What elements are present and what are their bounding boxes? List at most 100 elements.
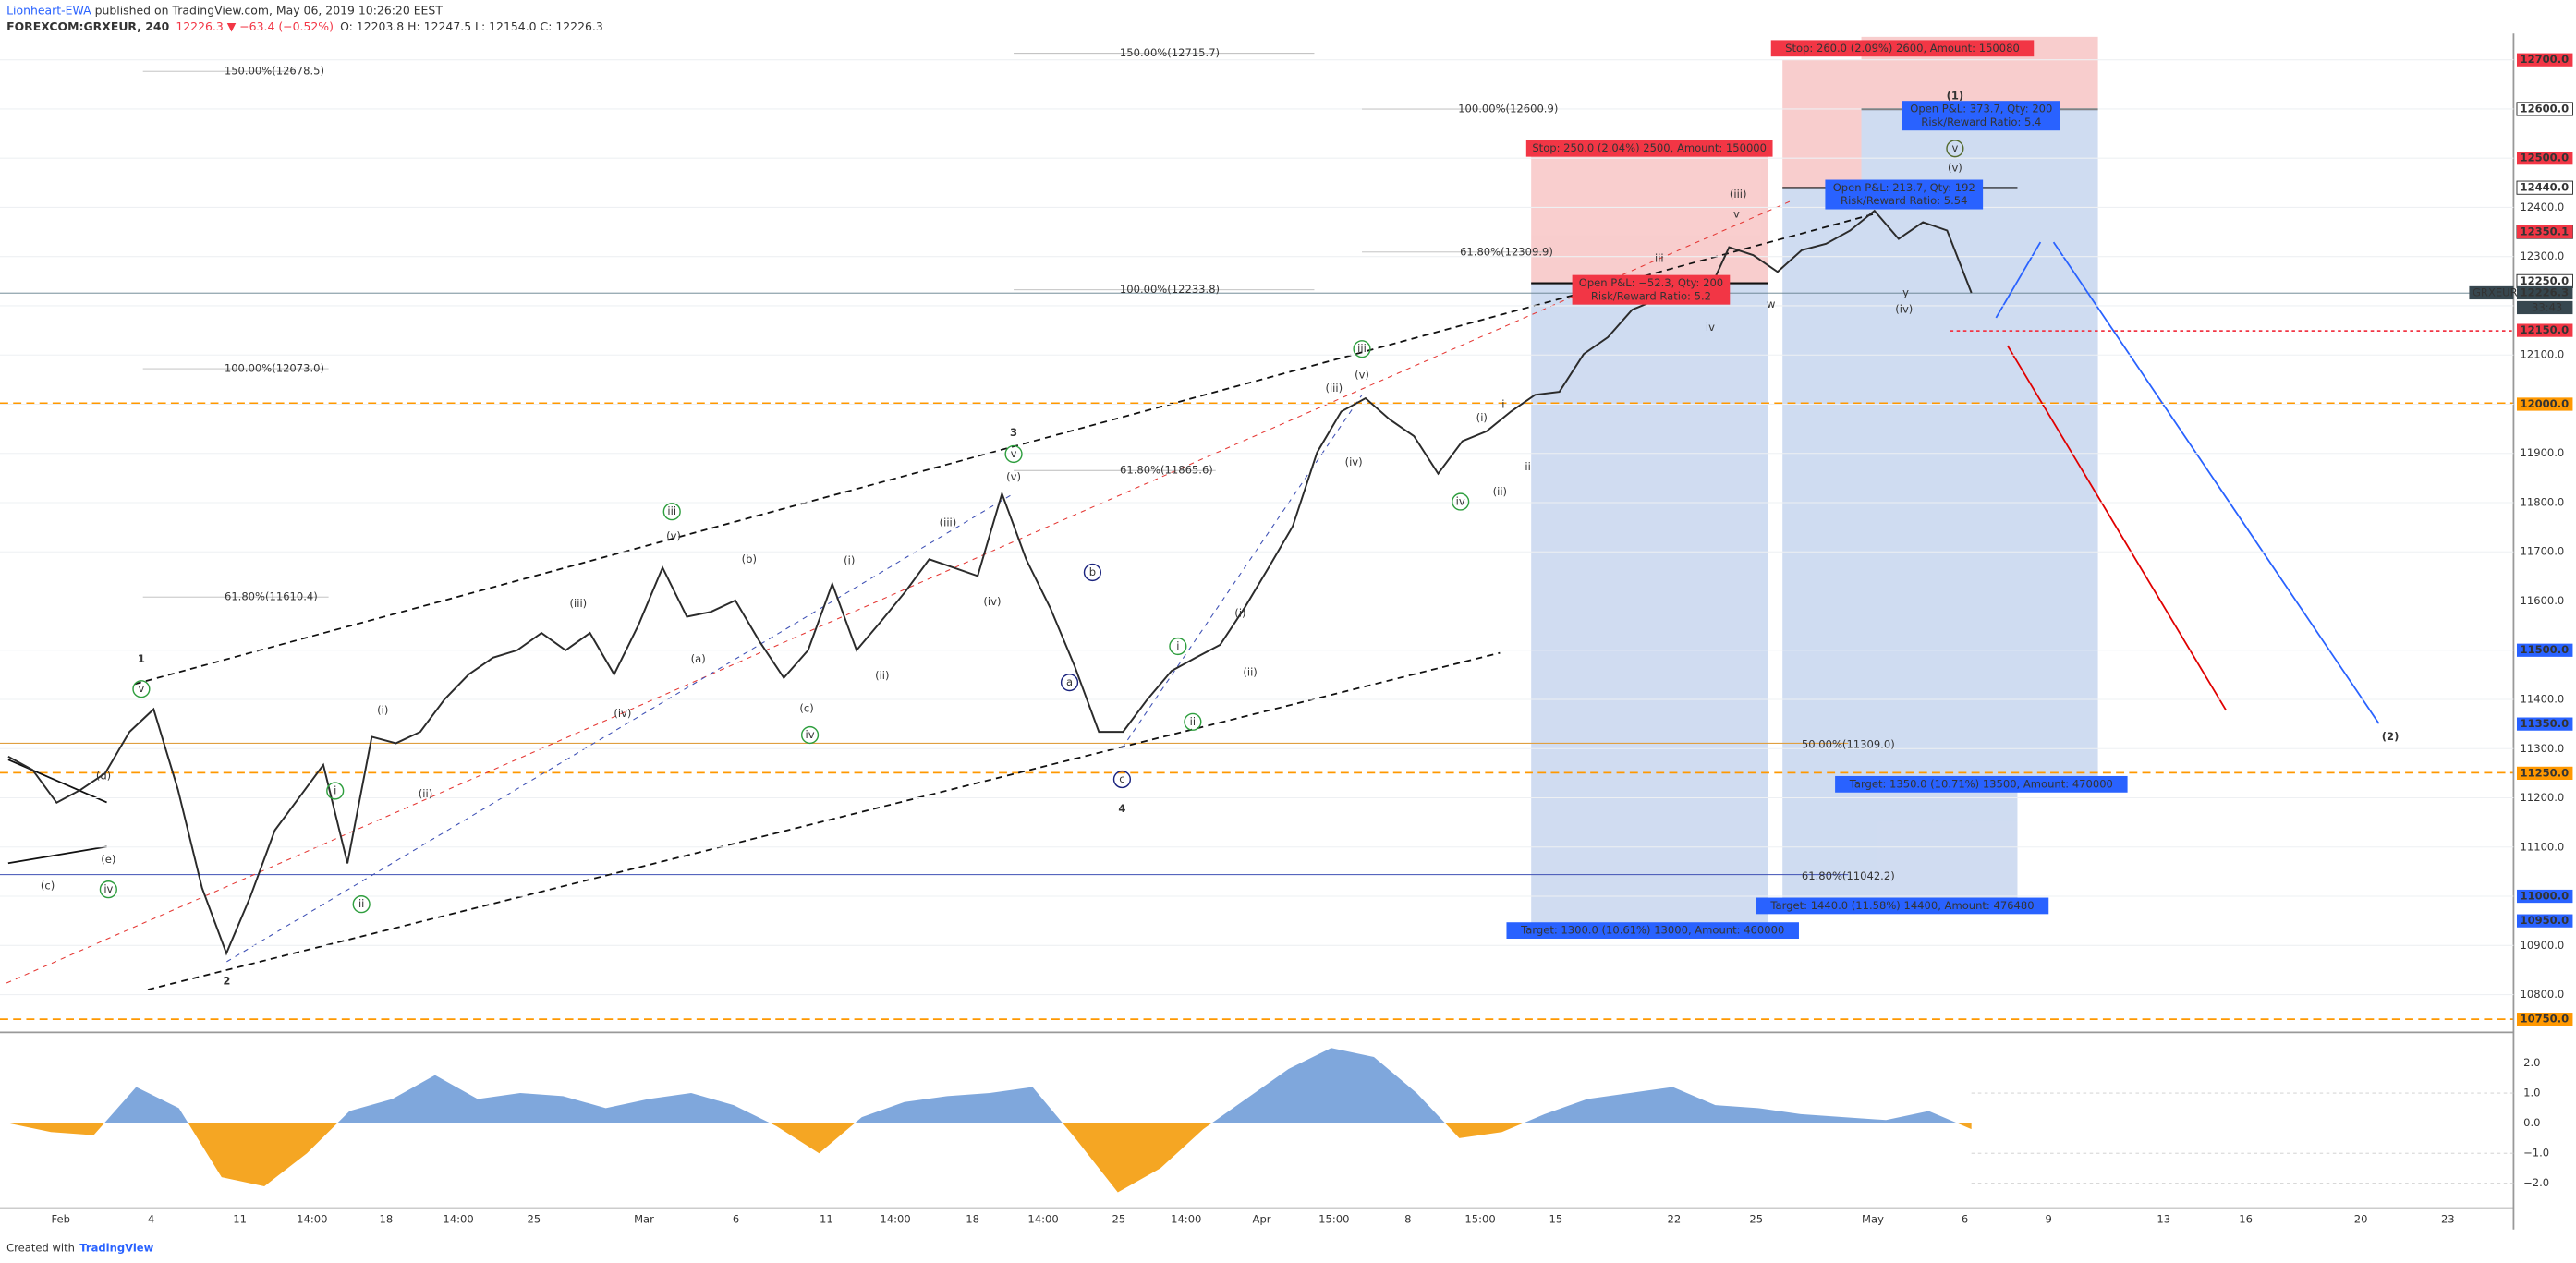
fib-label: 61.80%(11042.2) bbox=[1802, 869, 1895, 882]
wave-label: c bbox=[1119, 772, 1124, 785]
price-label-box bbox=[2516, 102, 2573, 116]
wave-circle bbox=[1353, 340, 1371, 358]
wave-label: (c) bbox=[41, 880, 55, 893]
wave-label: (iii) bbox=[1325, 382, 1343, 395]
position-text: Risk/Reward Ratio: 5.2 bbox=[1591, 289, 1711, 302]
x-tick-label: Apr bbox=[1253, 1213, 1271, 1226]
x-tick-label: 16 bbox=[2239, 1213, 2253, 1226]
price-label-box bbox=[2516, 225, 2573, 239]
position-text: Target: 1300.0 (10.61%) 13000, Amount: 4… bbox=[1520, 924, 1784, 937]
fib-label: 61.80%(12309.9) bbox=[1460, 245, 1553, 258]
price-label-box bbox=[2516, 766, 2573, 781]
arrow bbox=[2007, 345, 2228, 711]
price-label: 11350.0 bbox=[2521, 717, 2570, 730]
position-text: Open P&L: 213.7, Qty: 192 bbox=[1833, 181, 1975, 194]
wave-label: y bbox=[1902, 286, 1909, 299]
wave-label: 4 bbox=[1118, 802, 1125, 815]
wave-label: (i) bbox=[377, 703, 388, 716]
wave-label: (ii) bbox=[419, 787, 432, 800]
wave-label: (iv) bbox=[614, 707, 631, 720]
wave-label: (iv) bbox=[983, 595, 1001, 608]
fib-label: 150.00%(12678.5) bbox=[225, 65, 324, 78]
x-tick-label: 20 bbox=[2354, 1213, 2368, 1226]
price-label-box bbox=[2516, 180, 2573, 195]
x-tick-label: Mar bbox=[634, 1213, 654, 1226]
price-label-box bbox=[2516, 889, 2573, 904]
wave-label: (e) bbox=[101, 853, 115, 866]
wave-label: 3 bbox=[1010, 426, 1017, 439]
price-line bbox=[7, 209, 1973, 956]
x-tick-label: 14:00 bbox=[880, 1213, 910, 1226]
price-label-box bbox=[2516, 643, 2573, 657]
price-label: 12000.0 bbox=[2521, 397, 2570, 410]
osc-tick-label: 0.0 bbox=[2523, 1116, 2540, 1129]
last-price: 12226.3 ▼ −63.4 (−0.52%) bbox=[176, 19, 334, 33]
symbol-tag-box bbox=[2469, 285, 2514, 300]
price-label: 11250.0 bbox=[2521, 766, 2570, 779]
wave-label: (v) bbox=[1006, 470, 1021, 483]
wave-circle bbox=[99, 880, 117, 899]
x-tick-label: 6 bbox=[733, 1213, 739, 1226]
x-tick-label: 6 bbox=[1962, 1213, 1968, 1226]
fib-label: 100.00%(12600.9) bbox=[1458, 103, 1558, 115]
channel-line bbox=[147, 651, 1501, 990]
price-label: 12250.0 bbox=[2521, 274, 2570, 287]
x-tick-label: 25 bbox=[1112, 1213, 1126, 1226]
osc-tick-label: −2.0 bbox=[2523, 1176, 2549, 1189]
target-zone bbox=[1861, 109, 2098, 776]
countdown: 33:43 bbox=[2532, 300, 2562, 313]
author: Lionheart-EWA bbox=[6, 3, 91, 17]
position-box bbox=[1835, 775, 2128, 793]
y-tick-label: 10800.0 bbox=[2521, 988, 2565, 1001]
position-text: Open P&L: −52.3, Qty: 200 bbox=[1579, 276, 1723, 289]
position-box bbox=[1506, 922, 1799, 939]
position-text: Open P&L: 373.7, Qty: 200 bbox=[1910, 103, 2052, 115]
wave-label: (v) bbox=[1355, 369, 1369, 382]
price-label-box bbox=[2516, 397, 2573, 411]
wave-label: v bbox=[1011, 447, 1017, 460]
y-tick-label: 11200.0 bbox=[2521, 791, 2565, 804]
published: published on TradingView.com, May 06, 20… bbox=[91, 3, 444, 17]
x-tick-label: 8 bbox=[1404, 1213, 1411, 1226]
position-text: Risk/Reward Ratio: 5.4 bbox=[1921, 115, 2041, 128]
x-tick-label: 14:00 bbox=[1027, 1213, 1058, 1226]
wave-label: a bbox=[1066, 675, 1073, 688]
y-tick-label: 12400.0 bbox=[2521, 200, 2565, 213]
wave-label: ii bbox=[1190, 715, 1196, 728]
x-tick-label: 4 bbox=[148, 1213, 154, 1226]
wave-label: (2) bbox=[2382, 730, 2400, 743]
fib-label: 150.00%(12715.7) bbox=[1120, 46, 1220, 59]
position-text: Risk/Reward Ratio: 5.54 bbox=[1841, 194, 1967, 207]
price-label-box bbox=[2516, 53, 2573, 67]
wave-label: i bbox=[1176, 639, 1179, 652]
x-tick-label: 15 bbox=[1549, 1213, 1562, 1226]
wave-label: iv bbox=[103, 882, 113, 895]
author-line: Lionheart-EWA published on TradingView.c… bbox=[6, 3, 443, 17]
wave-label: v bbox=[1951, 141, 1958, 154]
wave-label: (ii) bbox=[1493, 485, 1507, 498]
price-label: 12150.0 bbox=[2521, 323, 2570, 336]
x-tick-label: 25 bbox=[528, 1213, 541, 1226]
symbol-line: FOREXCOM:GRXEUR, 240 12226.3 ▼ −63.4 (−0.… bbox=[6, 19, 603, 33]
price-label: 12600.0 bbox=[2521, 102, 2570, 115]
osc-tick-label: 1.0 bbox=[2523, 1087, 2540, 1099]
wave-label: (c) bbox=[799, 702, 813, 715]
osc-area-positive bbox=[7, 1048, 1972, 1123]
triangle-line bbox=[7, 759, 107, 804]
y-tick-label: 11600.0 bbox=[2521, 594, 2565, 607]
wave-circle bbox=[1946, 140, 1964, 158]
wave-label: (ii) bbox=[1243, 665, 1257, 678]
position-text: Target: 1440.0 (11.58%) 14400, Amount: 4… bbox=[1769, 899, 2034, 912]
position-text: Stop: 260.0 (2.09%) 2600, Amount: 150080 bbox=[1785, 42, 2020, 55]
price-label-box bbox=[2516, 323, 2573, 337]
wave-circle bbox=[1169, 637, 1187, 656]
wave-label: (iii) bbox=[1730, 188, 1747, 200]
countdown-box bbox=[2516, 300, 2573, 315]
wave-label: i bbox=[334, 783, 336, 796]
wave-label: iv bbox=[1456, 495, 1465, 508]
wave-label: (iii) bbox=[570, 597, 588, 610]
wave-circle bbox=[1452, 492, 1470, 511]
wave-label: (ii) bbox=[875, 669, 889, 682]
x-tick-label: 22 bbox=[1667, 1213, 1681, 1226]
